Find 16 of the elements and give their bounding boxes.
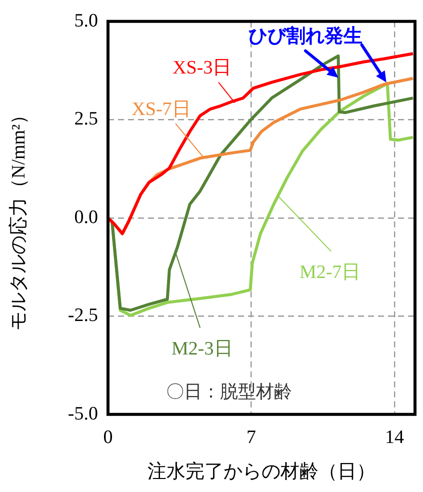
y-axis-title: モルタルの応力（N/mm²） <box>7 105 30 331</box>
y-tick-label: 5.0 <box>74 10 98 32</box>
annotation: 〇日：脱型材齢 <box>166 382 292 402</box>
annotation: ひび割れ発生 <box>248 25 363 48</box>
y-tick-label: -2.5 <box>68 305 98 326</box>
x-axis-title: 注水完了からの材齢（日） <box>148 460 376 483</box>
y-tick-label: 2.5 <box>74 108 98 130</box>
series-label: XS-3日 <box>172 58 232 79</box>
x-tick-label: 7 <box>246 426 256 448</box>
y-tick-label: 0.0 <box>74 206 98 228</box>
text: M2-3日 <box>172 338 233 360</box>
y-tick-label: -5.0 <box>68 403 98 424</box>
x-tick-label: 0 <box>103 426 113 448</box>
x-tick-label: 14 <box>385 426 405 448</box>
text: M2-7日 <box>299 262 361 283</box>
text: XS-7日 <box>132 98 191 120</box>
